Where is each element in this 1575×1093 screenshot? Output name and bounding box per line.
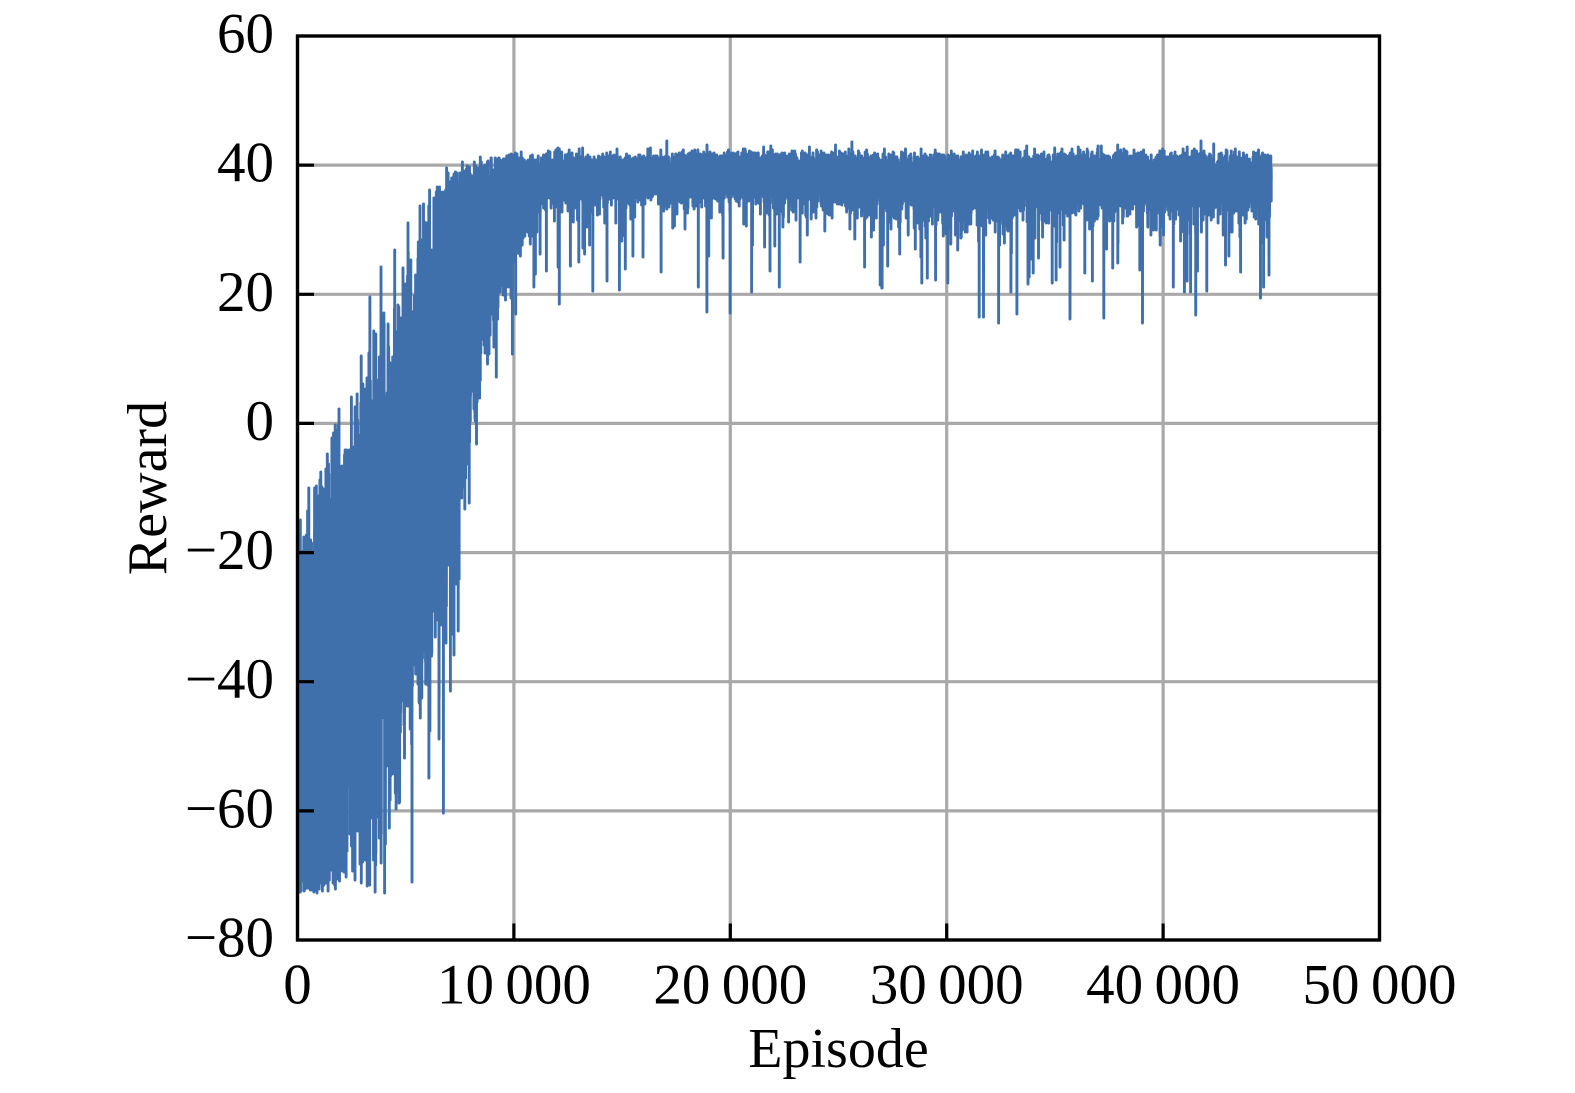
svg-text:60: 60 <box>217 3 274 66</box>
svg-text:Reward: Reward <box>117 401 179 575</box>
svg-text:30 000: 30 000 <box>870 954 1024 1017</box>
svg-text:Episode: Episode <box>748 1018 928 1080</box>
svg-text:0: 0 <box>283 954 312 1017</box>
svg-text:50 000: 50 000 <box>1303 954 1457 1017</box>
svg-text:−80: −80 <box>185 907 274 970</box>
svg-text:20 000: 20 000 <box>653 954 807 1017</box>
svg-text:10 000: 10 000 <box>437 954 591 1017</box>
svg-text:40: 40 <box>217 132 274 195</box>
svg-text:−60: −60 <box>185 777 274 840</box>
svg-text:0: 0 <box>246 390 275 453</box>
svg-text:−20: −20 <box>185 519 274 582</box>
svg-text:40 000: 40 000 <box>1086 954 1240 1017</box>
svg-text:20: 20 <box>217 261 274 324</box>
svg-text:−40: −40 <box>185 648 274 711</box>
